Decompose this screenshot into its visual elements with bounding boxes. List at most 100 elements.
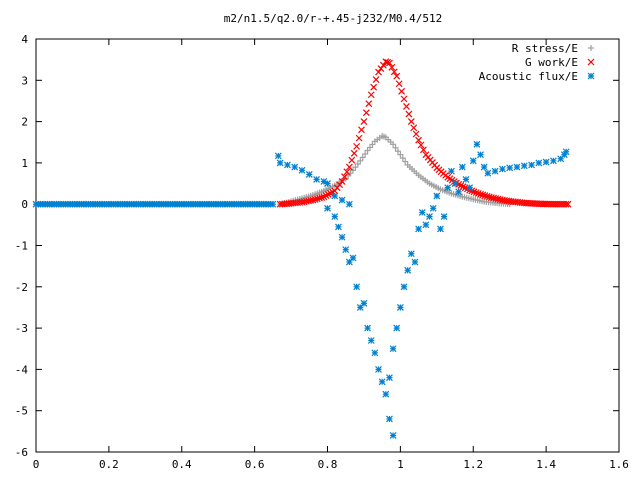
data-point xyxy=(362,109,370,117)
data-point xyxy=(341,173,348,181)
data-point xyxy=(357,157,364,164)
y-tick-label: -2 xyxy=(15,281,28,294)
data-point xyxy=(324,180,331,187)
data-point xyxy=(362,150,369,157)
data-point xyxy=(360,118,368,126)
data-point xyxy=(506,164,514,172)
data-point xyxy=(335,223,342,231)
legend-label: G work/E xyxy=(525,56,578,69)
data-point xyxy=(350,149,358,157)
data-point xyxy=(402,158,409,165)
data-point xyxy=(345,200,353,208)
data-point xyxy=(269,200,277,208)
data-point xyxy=(411,258,419,266)
y-tick-label: -1 xyxy=(15,240,28,253)
data-point xyxy=(400,283,408,291)
data-point xyxy=(377,65,385,73)
data-point xyxy=(364,324,372,332)
data-point xyxy=(395,80,403,88)
data-point xyxy=(472,189,480,197)
y-tick-label: -4 xyxy=(15,363,29,376)
data-point xyxy=(410,124,418,132)
data-point xyxy=(542,158,550,166)
y-tick-label: 3 xyxy=(21,74,28,87)
data-point xyxy=(491,167,499,175)
data-point xyxy=(404,266,412,274)
data-point xyxy=(353,142,361,150)
data-point xyxy=(394,148,401,155)
data-point xyxy=(418,209,426,216)
data-point xyxy=(367,91,375,99)
x-tick-label: 1.6 xyxy=(609,458,629,471)
data-point xyxy=(440,213,448,221)
x-tick-label: 1.2 xyxy=(463,458,483,471)
legend-marker xyxy=(588,45,594,51)
data-point xyxy=(313,175,320,183)
data-point xyxy=(412,130,420,138)
data-point xyxy=(462,175,470,183)
y-tick-label: -3 xyxy=(15,322,28,335)
data-point xyxy=(372,76,380,84)
data-point xyxy=(364,147,371,154)
data-point xyxy=(469,157,477,165)
data-point xyxy=(352,164,359,171)
y-axis: 4 3 2 1 0 -1 -2 -3 -4 -5 -6 xyxy=(15,33,619,459)
data-point xyxy=(365,100,373,108)
data-point xyxy=(342,246,350,254)
data-point xyxy=(338,233,346,241)
data-point xyxy=(549,157,557,165)
data-point xyxy=(393,324,401,332)
data-point xyxy=(417,141,425,149)
data-point xyxy=(355,134,363,142)
legend-marker xyxy=(587,58,595,66)
y-tick-label: -6 xyxy=(15,446,28,459)
data-point xyxy=(520,162,528,170)
data-point xyxy=(388,63,396,71)
data-point xyxy=(389,345,397,353)
legend-label: Acoustic flux/E xyxy=(479,70,578,83)
data-point xyxy=(343,168,351,176)
data-point xyxy=(359,154,366,161)
data-point xyxy=(390,141,397,148)
data-point xyxy=(396,304,404,311)
data-point xyxy=(338,178,346,185)
data-point xyxy=(353,283,361,291)
data-point xyxy=(349,254,357,262)
data-point xyxy=(298,166,306,174)
data-point xyxy=(528,161,535,169)
data-point xyxy=(415,136,423,144)
data-point xyxy=(479,191,487,199)
data-point xyxy=(426,213,433,221)
data-point xyxy=(386,415,393,423)
data-point xyxy=(407,118,415,126)
data-point xyxy=(367,144,374,151)
data-point xyxy=(477,190,484,198)
data-point xyxy=(405,110,413,118)
data-point xyxy=(386,59,393,67)
data-point xyxy=(354,161,361,168)
data-point xyxy=(474,190,482,197)
series-acoustic-flux-e xyxy=(32,140,570,439)
data-point xyxy=(379,61,387,69)
data-point xyxy=(407,250,415,258)
data-point xyxy=(393,72,401,80)
x-tick-label: 0 xyxy=(33,458,40,471)
data-point xyxy=(415,225,423,233)
data-point xyxy=(371,349,379,357)
data-point xyxy=(564,200,572,208)
data-point xyxy=(316,194,323,202)
data-point xyxy=(399,155,406,162)
y-tick-label: -5 xyxy=(15,405,28,418)
data-point xyxy=(422,221,430,229)
data-point xyxy=(382,58,390,66)
data-point xyxy=(345,163,353,171)
data-point xyxy=(420,146,427,154)
data-point xyxy=(375,365,382,373)
data-point xyxy=(477,151,484,159)
data-point xyxy=(274,152,282,160)
data-point xyxy=(324,204,331,212)
data-point xyxy=(358,126,365,134)
data-point xyxy=(562,148,570,156)
